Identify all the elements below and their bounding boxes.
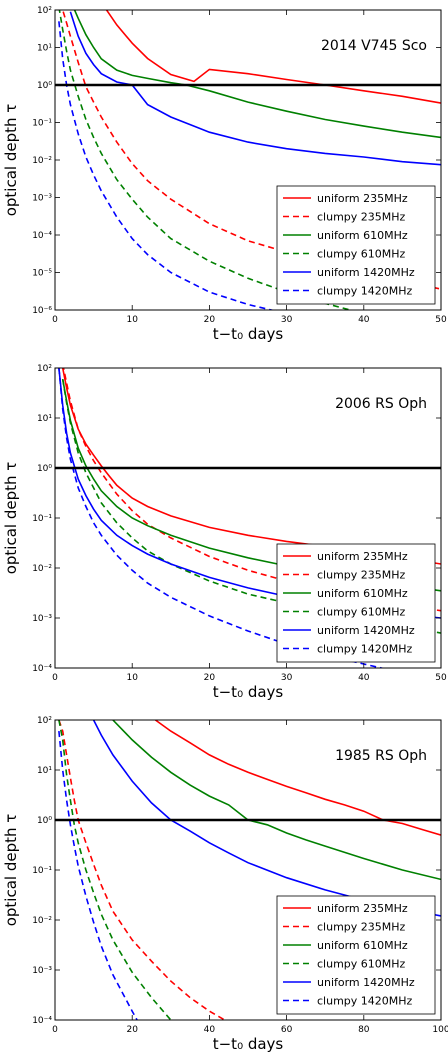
legend-label: uniform 610MHz — [317, 229, 408, 242]
x-tick-label: 40 — [358, 673, 370, 683]
y-tick-label: 10⁰ — [37, 816, 52, 826]
y-tick-label: 10⁻⁴ — [32, 231, 52, 241]
y-axis-label: optical depth τ — [2, 104, 20, 217]
x-tick-label: 20 — [204, 673, 216, 683]
x-tick-label: 10 — [126, 315, 138, 325]
x-tick-label: 40 — [358, 315, 370, 325]
y-tick-label: 10⁻⁵ — [32, 269, 52, 279]
x-tick-label: 50 — [435, 673, 447, 683]
y-tick-label: 10² — [37, 716, 52, 726]
legend-box — [276, 543, 436, 663]
legend-label: uniform 235MHz — [317, 550, 408, 563]
chart-title: 2014 V745 Sco — [321, 38, 427, 54]
legend-label: clumpy 235MHz — [317, 569, 406, 582]
x-tick-label: 0 — [52, 315, 58, 325]
legend: uniform 235MHz clumpy 235MHz uniform 610MH… — [276, 185, 436, 305]
y-tick-label: 10² — [37, 364, 52, 374]
y-tick-label: 10⁻² — [32, 916, 52, 926]
legend-label: clumpy 1420MHz — [317, 643, 413, 656]
legend-label: uniform 1420MHz — [317, 266, 415, 279]
chart-title: 2006 RS Oph — [335, 396, 427, 412]
y-tick-label: 10⁻² — [32, 156, 52, 166]
x-tick-label: 40 — [204, 1025, 216, 1035]
x-tick-label: 20 — [204, 315, 216, 325]
x-axis-label: t−t₀ days — [213, 325, 284, 343]
legend-label: clumpy 235MHz — [317, 211, 406, 224]
chart-panel-3: 0 20 40 60 80 100 10⁻⁴ 10⁻³ 10⁻² 10⁻¹ 10⁰ 10¹ 10² t−t… — [2, 716, 448, 1053]
series-line-3 — [73, 10, 441, 139]
chart-panel-2: 0 10 20 30 40 50 10⁻⁴ 10⁻³ 10⁻² 10⁻¹ 10⁰ 10¹ 10² t−t₀… — [2, 364, 447, 701]
series-line-3 — [112, 720, 441, 881]
series-line-6 — [58, 21, 275, 310]
y-tick-label: 10⁻¹ — [32, 119, 52, 129]
x-tick-label: 0 — [52, 1025, 58, 1035]
chart-title: 1985 RS Oph — [335, 748, 427, 764]
y-tick-label: 10⁻⁴ — [32, 664, 52, 674]
legend-box — [276, 185, 436, 305]
x-axis-label: t−t₀ days — [213, 1035, 284, 1053]
x-tick-label: 30 — [281, 673, 293, 683]
legend-label: clumpy 1420MHz — [317, 995, 413, 1008]
series-line-1 — [154, 720, 441, 836]
legend-label: uniform 610MHz — [317, 939, 408, 952]
y-tick-label: 10⁻³ — [32, 614, 52, 624]
legend-label: clumpy 610MHz — [317, 248, 406, 261]
x-tick-label: 50 — [435, 315, 447, 325]
x-tick-label: 60 — [281, 1025, 293, 1035]
legend-label: uniform 1420MHz — [317, 976, 415, 989]
series-line-4 — [58, 720, 172, 1020]
y-tick-label: 10⁻⁶ — [32, 306, 52, 316]
x-tick-label: 80 — [358, 1025, 370, 1035]
series-line-2 — [61, 10, 441, 290]
legend-label: clumpy 1420MHz — [317, 285, 413, 298]
x-tick-label: 30 — [281, 315, 293, 325]
legend-label: uniform 235MHz — [317, 192, 408, 205]
x-axis-label: t−t₀ days — [213, 683, 284, 701]
y-tick-label: 10¹ — [37, 44, 52, 54]
y-axis-label: optical depth τ — [2, 814, 20, 927]
chart-panel-1: 0 10 20 30 40 50 10⁻⁶ 10⁻⁵ 10⁻⁴ 10⁻³ 10⁻² 10⁻¹ 10⁰ 10… — [2, 6, 447, 343]
y-tick-label: 10² — [37, 6, 52, 16]
y-tick-label: 10⁻³ — [32, 966, 52, 976]
y-tick-label: 10⁻³ — [32, 194, 52, 204]
y-axis-label: optical depth τ — [2, 462, 20, 575]
y-tick-label: 10⁻² — [32, 564, 52, 574]
legend-label: uniform 610MHz — [317, 587, 408, 600]
y-tick-label: 10⁻¹ — [32, 514, 52, 524]
legend-label: clumpy 610MHz — [317, 958, 406, 971]
x-tick-label: 100 — [432, 1025, 448, 1035]
x-tick-label: 20 — [126, 1025, 138, 1035]
legend-box — [276, 895, 436, 1015]
series-line-5 — [69, 11, 441, 166]
legend-label: clumpy 235MHz — [317, 921, 406, 934]
series-line-1 — [105, 10, 441, 104]
y-tick-label: 10⁻¹ — [32, 866, 52, 876]
x-tick-label: 0 — [52, 673, 58, 683]
y-tick-label: 10¹ — [37, 766, 52, 776]
legend-label: clumpy 610MHz — [317, 606, 406, 619]
y-tick-label: 10¹ — [37, 414, 52, 424]
legend-label: uniform 1420MHz — [317, 624, 415, 637]
x-tick-label: 10 — [126, 673, 138, 683]
series-line-6 — [58, 731, 138, 1020]
series-line-2 — [58, 720, 227, 1020]
y-tick-label: 10⁻⁴ — [32, 1016, 52, 1026]
y-tick-label: 10⁰ — [37, 464, 52, 474]
legend: uniform 235MHz clumpy 235MHz uniform 610MH… — [276, 895, 436, 1015]
legend: uniform 235MHz clumpy 235MHz uniform 610MH… — [276, 543, 436, 663]
y-tick-label: 10⁰ — [37, 81, 52, 91]
legend-label: uniform 235MHz — [317, 902, 408, 915]
